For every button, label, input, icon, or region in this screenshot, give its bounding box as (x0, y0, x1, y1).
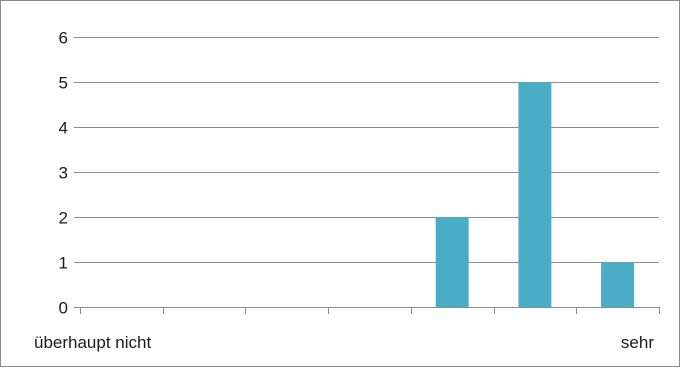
y-tick-label-6: 6 (59, 29, 68, 48)
x-label-left: überhaupt nicht (34, 333, 151, 352)
x-label-right: sehr (621, 333, 654, 352)
y-tick-label-2: 2 (59, 209, 68, 228)
x-end-labels: überhaupt nicht sehr (34, 333, 654, 352)
bar-6 (518, 82, 552, 307)
bars (435, 82, 635, 307)
x-axis (74, 307, 660, 314)
bar-5 (435, 217, 469, 307)
bar-7 (601, 262, 635, 307)
y-tick-labels: 0 1 2 3 4 5 6 (59, 29, 68, 318)
y-tick-label-0: 0 (59, 299, 68, 318)
y-tick-label-1: 1 (59, 254, 68, 273)
y-tick-label-4: 4 (59, 119, 68, 138)
y-tick-label-3: 3 (59, 164, 68, 183)
gridlines (74, 37, 659, 263)
y-tick-label-5: 5 (59, 74, 68, 93)
